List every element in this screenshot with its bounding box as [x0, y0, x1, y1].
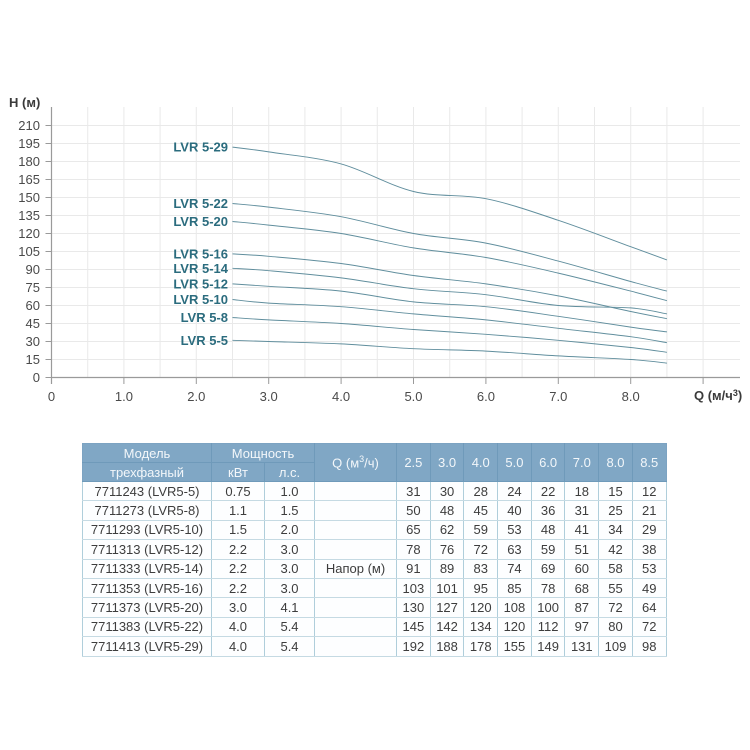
svg-text:135: 135 [18, 208, 40, 223]
svg-text:5.0: 5.0 [404, 389, 422, 404]
svg-text:4.0: 4.0 [332, 389, 350, 404]
svg-text:LVR 5-8: LVR 5-8 [181, 310, 228, 325]
svg-text:LVR 5-10: LVR 5-10 [173, 292, 228, 307]
svg-text:Q (м/ч3): Q (м/ч3) [694, 388, 742, 403]
svg-text:8.0: 8.0 [622, 389, 640, 404]
svg-text:210: 210 [18, 118, 40, 133]
svg-text:120: 120 [18, 226, 40, 241]
svg-text:2.0: 2.0 [187, 389, 205, 404]
svg-text:LVR 5-20: LVR 5-20 [173, 214, 228, 229]
svg-text:30: 30 [26, 334, 40, 349]
svg-text:90: 90 [26, 262, 40, 277]
svg-text:150: 150 [18, 190, 40, 205]
svg-text:LVR 5-29: LVR 5-29 [173, 140, 228, 155]
svg-text:LVR 5-22: LVR 5-22 [173, 196, 228, 211]
svg-text:LVR 5-16: LVR 5-16 [173, 246, 228, 261]
svg-text:LVR 5-14: LVR 5-14 [173, 261, 228, 276]
svg-text:45: 45 [26, 316, 40, 331]
svg-text:1.0: 1.0 [115, 389, 133, 404]
svg-text:15: 15 [26, 352, 40, 367]
svg-text:LVR 5-5: LVR 5-5 [181, 333, 228, 348]
svg-text:3.0: 3.0 [260, 389, 278, 404]
svg-text:105: 105 [18, 244, 40, 259]
svg-text:LVR 5-12: LVR 5-12 [173, 276, 228, 291]
svg-text:75: 75 [26, 280, 40, 295]
svg-text:165: 165 [18, 172, 40, 187]
svg-text:6.0: 6.0 [477, 389, 495, 404]
svg-text:H (м): H (м) [9, 95, 40, 110]
svg-text:7.0: 7.0 [549, 389, 567, 404]
svg-text:0: 0 [33, 370, 40, 385]
svg-text:60: 60 [26, 298, 40, 313]
svg-text:195: 195 [18, 136, 40, 151]
svg-text:0: 0 [48, 389, 55, 404]
svg-text:180: 180 [18, 154, 40, 169]
